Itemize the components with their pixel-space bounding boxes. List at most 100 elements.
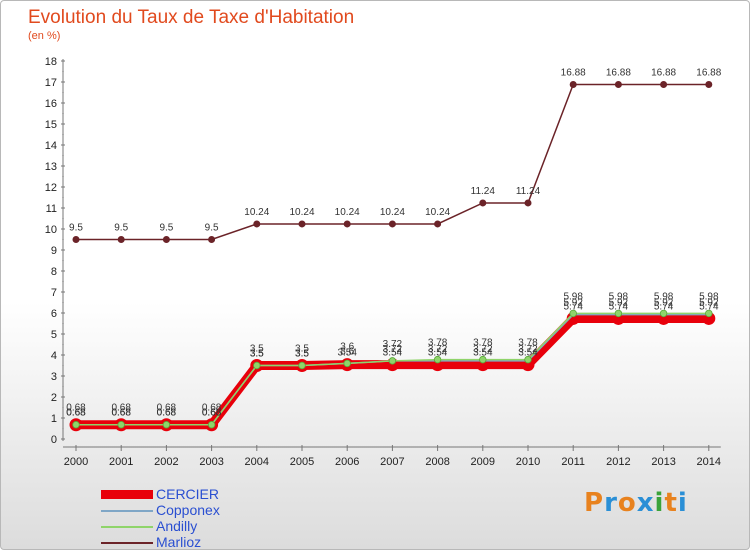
data-label-cercier: 3.54 (473, 348, 493, 359)
data-point-andilly (569, 309, 577, 318)
y-tick-label: 0 (51, 434, 57, 446)
data-label-copponex: 5.92 (609, 298, 629, 309)
logo-letter: x (636, 488, 655, 518)
y-tick-label: 10 (45, 224, 57, 236)
data-label-andilly: 3.78 (518, 338, 538, 349)
x-tick-label: 2014 (697, 456, 721, 468)
y-tick-label: 8 (51, 266, 57, 278)
data-point-marlioz (388, 220, 396, 228)
y-tick-label: 11 (46, 203, 57, 215)
data-point-marlioz (524, 199, 532, 207)
y-tick-label: 12 (45, 182, 57, 194)
y-tick-label: 5 (51, 329, 57, 341)
y-tick-label: 7 (51, 287, 57, 299)
data-label-copponex: 5.92 (699, 298, 719, 309)
data-point-andilly (433, 355, 442, 364)
data-label-andilly: 3.78 (428, 338, 448, 349)
data-label-marlioz: 10.24 (425, 207, 450, 218)
x-tick-label: 2002 (154, 456, 178, 468)
data-point-marlioz (208, 236, 216, 243)
y-tick-label: 16 (45, 98, 57, 110)
data-label-copponex: 5.92 (654, 298, 674, 309)
data-point-marlioz (705, 81, 713, 89)
legend-swatch-cercier (101, 490, 153, 499)
data-point-andilly (614, 309, 623, 318)
y-tick-label: 18 (45, 56, 57, 68)
logo-letter: t (664, 488, 678, 518)
y-tick-label: 4 (51, 350, 57, 362)
data-label-copponex: 3.5 (250, 349, 264, 360)
legend-label-cercier: CERCIER (156, 486, 220, 502)
data-point-andilly (253, 361, 261, 370)
data-point-marlioz (298, 220, 306, 228)
data-label-marlioz: 10.24 (289, 207, 314, 218)
y-tick-label: 15 (45, 119, 57, 131)
logo-letter: i (677, 488, 688, 518)
data-point-marlioz (660, 81, 668, 89)
data-point-andilly (705, 309, 713, 318)
data-label-copponex: 3.72 (518, 344, 538, 355)
data-label-cercier: 5.74 (699, 301, 719, 312)
x-tick-label: 2000 (64, 456, 88, 468)
x-tick-label: 2010 (516, 456, 540, 468)
chart-title: Evolution du Taux de Taxe d'Habitation (28, 7, 355, 28)
x-tick-label: 2001 (109, 456, 133, 468)
data-label-marlioz: 16.88 (696, 68, 721, 79)
data-label-copponex: 5.92 (563, 298, 583, 309)
data-label-marlioz: 16.88 (561, 68, 586, 79)
data-label-copponex: 3.72 (473, 344, 493, 355)
data-label-marlioz: 10.24 (335, 207, 360, 218)
data-label-andilly: 0.68 (111, 403, 131, 414)
data-label-andilly: 0.68 (66, 403, 86, 414)
data-point-marlioz (434, 220, 442, 228)
data-point-andilly (388, 357, 397, 365)
data-point-marlioz (162, 236, 170, 243)
data-label-cercier: 5.74 (563, 301, 583, 312)
data-label-marlioz: 9.5 (114, 223, 128, 234)
y-tick-label: 3 (51, 371, 57, 383)
data-label-andilly: 0.68 (202, 403, 222, 414)
logo-letter: i (654, 488, 665, 518)
proxiti-logo: Proxiti (584, 488, 688, 518)
data-label-cercier: 0.68 (202, 408, 222, 419)
data-label-marlioz: 16.88 (606, 68, 631, 79)
data-label-cercier: 3.54 (337, 348, 357, 359)
x-tick-label: 2005 (290, 456, 314, 468)
data-point-marlioz (117, 236, 125, 243)
data-point-andilly (207, 421, 216, 429)
data-label-marlioz: 10.24 (380, 207, 405, 218)
logo-letter: o (617, 488, 637, 518)
data-label-cercier: 5.74 (609, 301, 629, 312)
data-label-andilly: 3.5 (250, 344, 264, 355)
data-point-andilly (524, 355, 532, 364)
data-label-andilly: 3.5 (295, 344, 309, 355)
data-label-cercier: 3.54 (428, 348, 448, 359)
data-label-cercier: 0.68 (66, 408, 86, 419)
data-label-andilly: 5.98 (654, 291, 674, 302)
x-tick-label: 2012 (606, 456, 630, 468)
x-tick-label: 2008 (425, 456, 449, 468)
y-tick-label: 17 (45, 77, 57, 89)
data-point-andilly (162, 421, 171, 429)
data-point-andilly (298, 361, 306, 370)
data-point-andilly (479, 355, 487, 364)
y-tick-label: 9 (51, 245, 57, 257)
logo-letter: P (584, 488, 605, 518)
legend-label-andilly: Andilly (156, 518, 198, 534)
data-label-copponex: 3.6 (340, 346, 354, 357)
y-tick-label: 14 (45, 140, 57, 152)
data-label-cercier: 0.68 (157, 408, 177, 419)
x-tick-label: 2011 (561, 456, 585, 468)
data-label-cercier: 3.54 (518, 348, 538, 359)
data-point-andilly (343, 359, 351, 368)
data-label-andilly: 3.6 (340, 341, 354, 352)
data-label-cercier: 0.68 (111, 408, 131, 419)
data-point-marlioz (343, 220, 351, 228)
data-label-cercier: 3.54 (383, 348, 403, 359)
x-tick-label: 2007 (380, 456, 404, 468)
data-point-andilly (72, 421, 80, 429)
data-label-copponex: 0.68 (111, 408, 131, 419)
x-tick-label: 2004 (245, 456, 269, 468)
